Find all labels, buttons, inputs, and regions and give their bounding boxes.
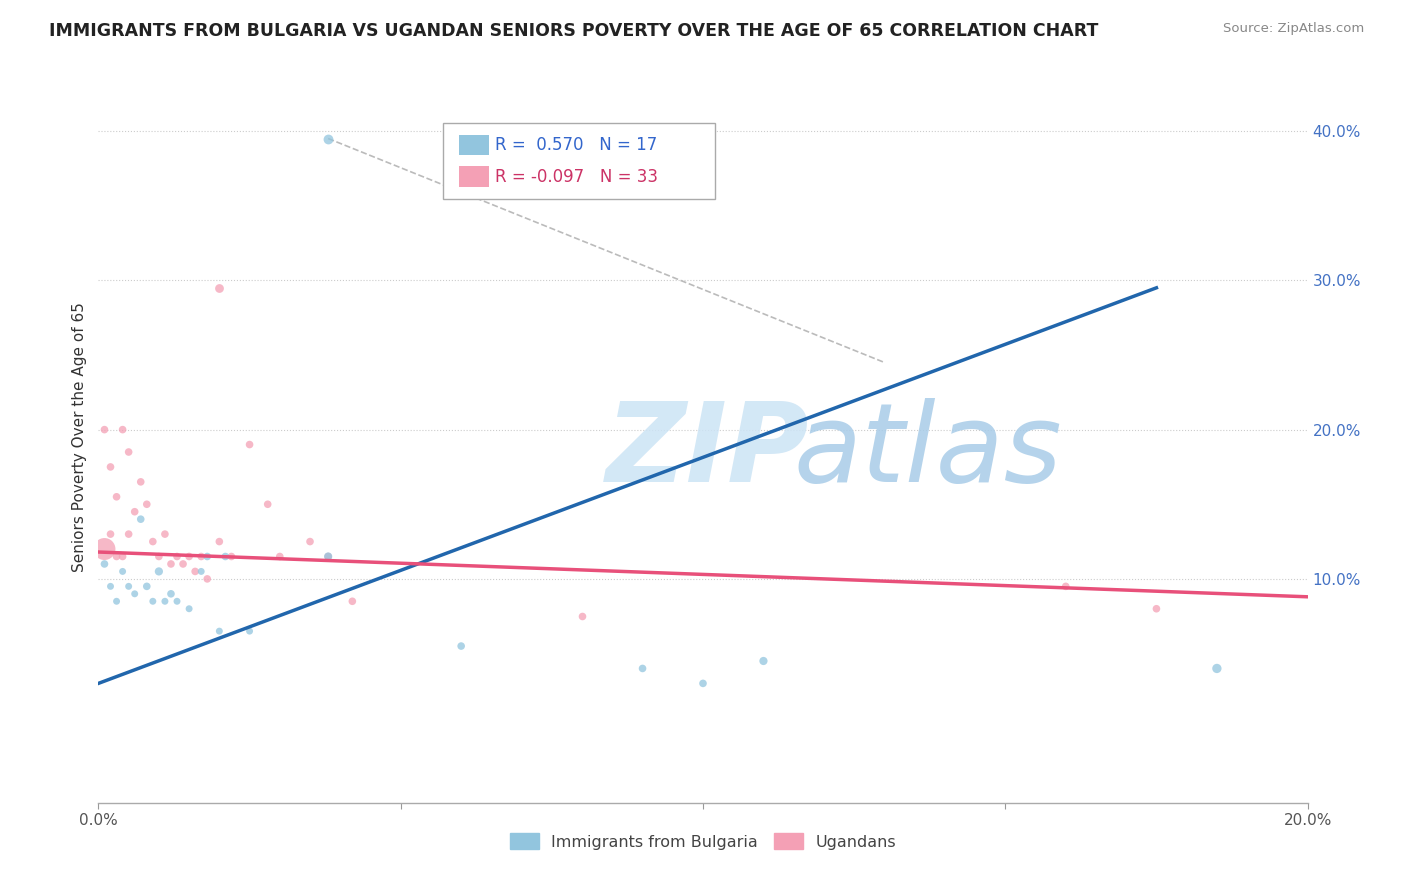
Point [100, 527, 122, 541]
Point [166, 594, 188, 608]
Point [153, 527, 176, 541]
Point [221, 549, 243, 564]
Point [160, 557, 183, 571]
Point [142, 594, 165, 608]
Point [190, 549, 212, 564]
Point [316, 131, 339, 145]
Point [239, 437, 262, 451]
Point [571, 609, 593, 624]
Point [111, 549, 134, 564]
Point [692, 676, 714, 690]
Point [111, 423, 134, 437]
Point [256, 497, 278, 511]
Point [118, 527, 141, 541]
Point [129, 512, 152, 526]
Point [111, 565, 134, 579]
Point [342, 594, 364, 608]
Text: ZIP: ZIP [606, 398, 810, 505]
Point [208, 534, 231, 549]
Point [179, 601, 201, 615]
Point [172, 557, 194, 571]
Point [1206, 661, 1229, 675]
Point [93, 557, 115, 571]
Point [208, 624, 231, 639]
Point [93, 542, 115, 557]
Text: R =  0.570   N = 17: R = 0.570 N = 17 [495, 136, 657, 154]
Point [124, 587, 146, 601]
Point [129, 475, 152, 489]
Point [148, 565, 170, 579]
Point [160, 587, 183, 601]
Point [105, 490, 128, 504]
Point [316, 549, 339, 564]
Point [450, 639, 472, 653]
Point [239, 624, 262, 639]
Point [93, 423, 115, 437]
Point [179, 549, 201, 564]
Text: atlas: atlas [793, 398, 1063, 505]
FancyBboxPatch shape [443, 122, 716, 200]
Bar [458, 167, 489, 187]
Point [118, 445, 141, 459]
Text: R = -0.097   N = 33: R = -0.097 N = 33 [495, 168, 658, 186]
Point [214, 549, 236, 564]
Point [100, 579, 122, 593]
Text: Source: ZipAtlas.com: Source: ZipAtlas.com [1223, 22, 1364, 36]
Point [299, 534, 322, 549]
Point [195, 549, 218, 564]
Point [1144, 601, 1167, 615]
Point [105, 549, 128, 564]
Point [148, 549, 170, 564]
Legend: Immigrants from Bulgaria, Ugandans: Immigrants from Bulgaria, Ugandans [510, 833, 896, 850]
Point [153, 594, 176, 608]
Point [631, 661, 654, 675]
Text: IMMIGRANTS FROM BULGARIA VS UGANDAN SENIORS POVERTY OVER THE AGE OF 65 CORRELATI: IMMIGRANTS FROM BULGARIA VS UGANDAN SENI… [49, 22, 1098, 40]
Point [105, 594, 128, 608]
Point [269, 549, 291, 564]
Point [142, 534, 165, 549]
Point [135, 497, 157, 511]
Point [118, 579, 141, 593]
Point [752, 654, 775, 668]
Point [135, 579, 157, 593]
Y-axis label: Seniors Poverty Over the Age of 65: Seniors Poverty Over the Age of 65 [72, 302, 87, 572]
Point [208, 281, 231, 295]
Bar [458, 135, 489, 155]
Point [184, 565, 207, 579]
Point [124, 505, 146, 519]
Point [1054, 579, 1077, 593]
Point [195, 572, 218, 586]
Point [316, 549, 339, 564]
Point [100, 459, 122, 474]
Point [166, 549, 188, 564]
Point [190, 565, 212, 579]
